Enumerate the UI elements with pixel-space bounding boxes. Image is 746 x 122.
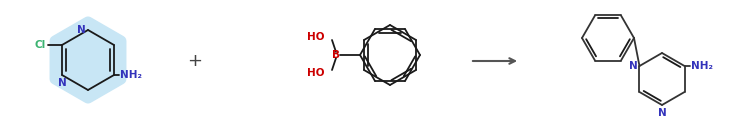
Text: NH₂: NH₂ — [120, 70, 142, 80]
Text: +: + — [187, 52, 202, 70]
Text: N: N — [658, 108, 666, 118]
Text: N: N — [78, 25, 86, 35]
Text: N: N — [629, 61, 638, 71]
Text: B: B — [332, 50, 340, 60]
Text: HO: HO — [307, 68, 324, 78]
Text: N: N — [57, 78, 66, 88]
Text: NH₂: NH₂ — [691, 61, 712, 71]
Polygon shape — [55, 22, 121, 98]
Text: HO: HO — [307, 32, 324, 42]
Text: Cl: Cl — [35, 40, 46, 50]
